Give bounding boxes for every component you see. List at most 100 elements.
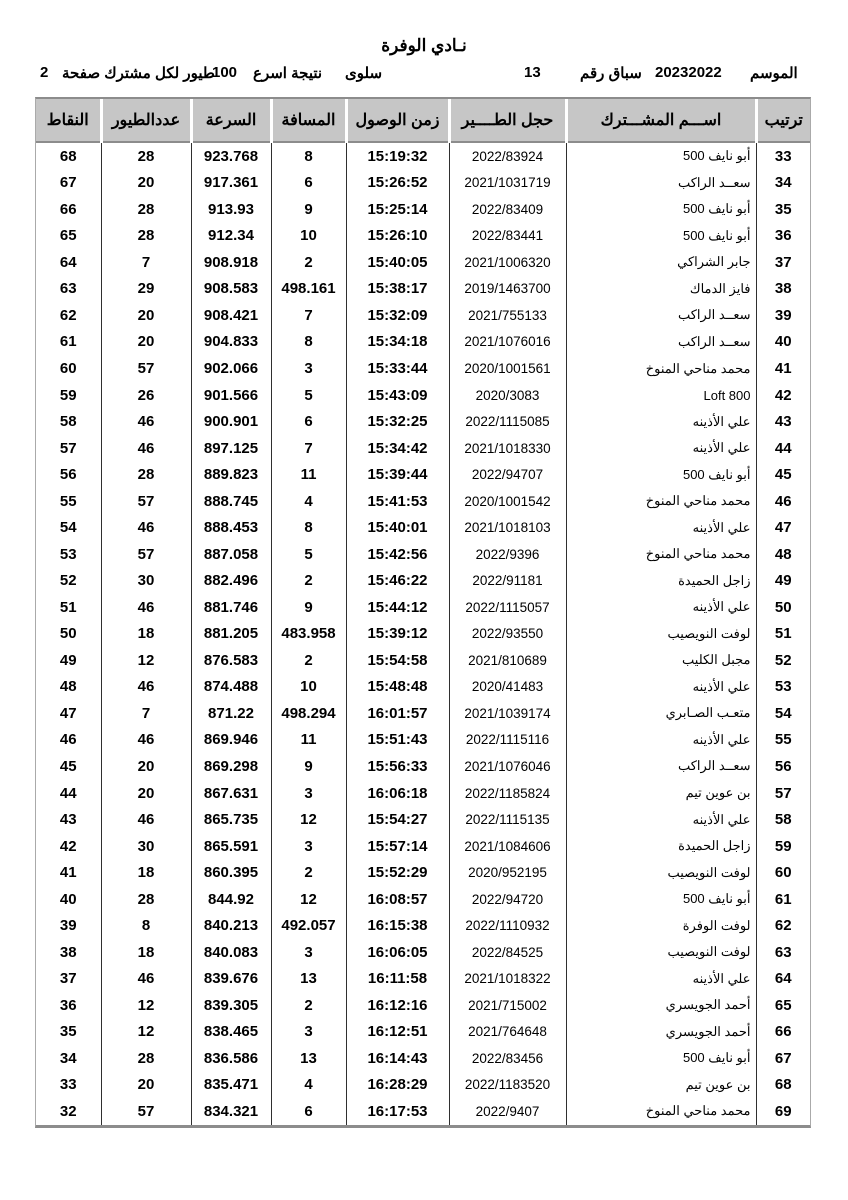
cell-name: سعــد الراكب	[565, 328, 756, 356]
cell-distance: 3	[270, 832, 346, 860]
cell-points: 52	[59, 572, 77, 590]
cell-arrival: 16:12:16	[345, 992, 449, 1019]
cell-ring: 2022/83441	[448, 222, 566, 250]
result-label: نتيجة اسرع	[253, 65, 323, 82]
cell-ring: 2021/1076046	[448, 753, 566, 780]
cell-arrival: 16:28:29	[345, 1071, 449, 1099]
cell-birds: 57	[100, 1098, 191, 1125]
cell-arrival: 15:40:01	[345, 514, 449, 541]
cell-name: أحمد الجويسري	[565, 1018, 756, 1046]
cell-ring: 2022/94707	[448, 461, 566, 488]
cell-ring: 2022/9396	[448, 540, 566, 568]
cell-birds: 46	[100, 434, 191, 462]
cell-distance: 4	[270, 487, 346, 515]
table-row: 63 لوفت النويصيب 2022/84525 16:06:05 3 840.08…	[36, 938, 810, 966]
cell-birds: 57	[100, 487, 191, 515]
cell-birds: 30	[100, 832, 191, 860]
table-row: 46 محمد مناحي المنوخ 2020/1001542 15:41:53 4…	[36, 487, 810, 515]
cell-speed: 834.321	[190, 1098, 271, 1125]
cell-ring: 2021/1006320	[448, 249, 566, 276]
cell-name: علي الأذينه	[565, 726, 756, 754]
cell-speed: 874.488	[190, 673, 271, 701]
race-location: سلوى	[345, 65, 383, 82]
cell-distance: 2	[270, 992, 346, 1019]
table-row: 49 زاجل الحميدة 2022/91181 15:46:22 2 882.496…	[36, 567, 810, 595]
cell-distance: 2	[270, 567, 346, 595]
cell-birds: 28	[100, 142, 191, 170]
cell-ring: 2022/1115116	[448, 726, 566, 754]
cell-points: 65	[59, 227, 77, 245]
cell-speed: 844.92	[190, 885, 271, 913]
cell-rank: 42	[755, 381, 810, 409]
cell-points: 55	[59, 492, 77, 510]
cell-distance: 498.294	[270, 700, 346, 727]
table-row: 59 زاجل الحميدة 2021/1084606 15:57:14 3 865.5…	[36, 832, 810, 860]
cell-birds: 18	[100, 620, 191, 648]
cell-birds: 46	[100, 594, 191, 621]
cell-arrival: 15:46:22	[345, 567, 449, 595]
cell-ring: 2022/9407	[448, 1098, 566, 1125]
cell-ring: 2022/1115085	[448, 408, 566, 435]
cell-points: 48	[59, 678, 77, 696]
cell-name: زاجل الحميدة	[565, 832, 756, 860]
cell-distance: 483.958	[270, 620, 346, 648]
cell-birds: 28	[100, 222, 191, 250]
table-row: 53 علي الأذينه 2020/41483 15:48:48 10 874.488…	[36, 673, 810, 701]
cell-arrival: 15:56:33	[345, 753, 449, 780]
cell-distance: 3	[270, 779, 346, 807]
cell-speed: 881.205	[190, 620, 271, 648]
cell-rank: 59	[755, 832, 810, 860]
cell-ring: 2021/1031719	[448, 169, 566, 197]
cell-speed: 865.591	[190, 832, 271, 860]
cell-points: 58	[59, 413, 77, 431]
cell-arrival: 16:14:43	[345, 1045, 449, 1072]
cell-birds: 20	[100, 779, 191, 807]
cell-arrival: 15:25:14	[345, 196, 449, 223]
cell-rank: 54	[755, 700, 810, 727]
page-title: نـادي الوفرة	[381, 36, 467, 55]
cell-birds: 57	[100, 540, 191, 568]
cell-rank: 38	[755, 275, 810, 303]
cell-speed: 908.583	[190, 275, 271, 303]
header-rank: ترتيب	[754, 99, 810, 143]
cell-points: 56	[59, 466, 77, 484]
cell-points: 64	[59, 253, 77, 271]
cell-speed: 882.496	[190, 567, 271, 595]
cell-distance: 13	[270, 965, 346, 992]
cell-ring: 2022/83409	[448, 196, 566, 223]
table-row: 44 علي الأذينه 2021/1018330 15:34:42 7 897.12…	[36, 434, 810, 462]
table-row: 43 علي الأذينه 2022/1115085 15:32:25 6 900.90…	[36, 408, 810, 435]
cell-rank: 40	[755, 328, 810, 356]
cell-speed: 867.631	[190, 779, 271, 807]
page-number: 2	[40, 64, 49, 81]
cell-rank: 41	[755, 355, 810, 382]
cell-rank: 62	[755, 912, 810, 939]
cell-points: 60	[59, 360, 77, 378]
cell-arrival: 16:17:53	[345, 1098, 449, 1125]
cell-speed: 908.918	[190, 249, 271, 276]
cell-distance: 5	[270, 540, 346, 568]
results-table-frame: ترتيب اســـم المشـــترك حجل الطــــير زم…	[35, 97, 811, 1128]
cell-name: علي الأذينه	[565, 514, 756, 541]
cell-points: 41	[59, 864, 77, 882]
cell-rank: 36	[755, 222, 810, 250]
cell-name: زاجل الحميدة	[565, 567, 756, 595]
cell-rank: 61	[755, 885, 810, 913]
table-row: 42 Loft 800 2020/3083 15:43:09 5 901.566 26 59	[36, 381, 810, 409]
cell-birds: 12	[100, 647, 191, 674]
cell-birds: 30	[100, 567, 191, 595]
cell-ring: 2022/93550	[448, 620, 566, 648]
cell-birds: 57	[100, 355, 191, 382]
cell-arrival: 15:48:48	[345, 673, 449, 701]
cell-speed: 865.735	[190, 806, 271, 833]
cell-speed: 888.453	[190, 514, 271, 541]
cell-distance: 6	[270, 1098, 346, 1125]
cell-name: محمد مناحي المنوخ	[565, 540, 756, 568]
cell-points: 43	[59, 811, 77, 829]
table-row: 55 علي الأذينه 2022/1115116 15:51:43 11 869.9…	[36, 726, 810, 754]
table-row: 39 سعــد الراكب 2021/755133 15:32:09 7 908.42…	[36, 302, 810, 329]
cell-name: متعـب الصـابري	[565, 700, 756, 727]
cell-speed: 897.125	[190, 434, 271, 462]
cell-ring: 2022/1115057	[448, 594, 566, 621]
cell-speed: 839.305	[190, 992, 271, 1019]
